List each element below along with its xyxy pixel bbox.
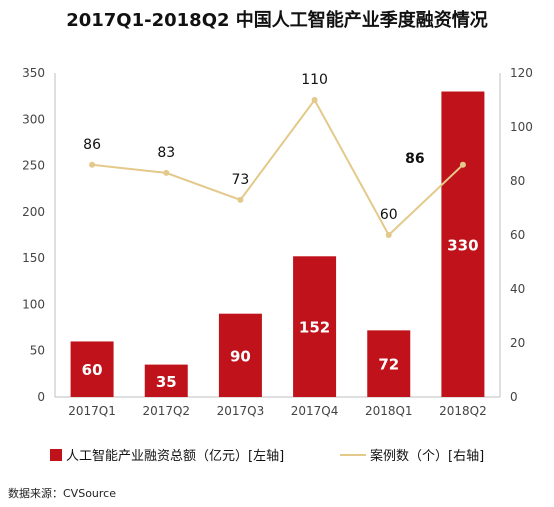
right-tick-label: 0 xyxy=(510,390,518,404)
legend-bar-swatch xyxy=(50,449,62,461)
bar xyxy=(70,341,114,397)
line-value-label: 83 xyxy=(157,145,175,161)
line-point xyxy=(89,161,96,168)
x-category-label: 2017Q2 xyxy=(142,404,190,418)
line-point xyxy=(385,232,392,238)
right-tick-label: 100 xyxy=(510,120,533,134)
line-series: 86 83 73 110 60 86 xyxy=(83,72,466,238)
line-value-label: 86 xyxy=(405,151,424,167)
x-category-label: 2018Q2 xyxy=(439,404,487,418)
left-tick-label: 150 xyxy=(22,251,45,265)
bar-value-label: 35 xyxy=(156,373,177,391)
left-tick-label: 50 xyxy=(30,344,45,358)
bar-value-label: 330 xyxy=(447,236,478,254)
bar xyxy=(441,91,485,397)
bar-value-label: 60 xyxy=(82,361,103,379)
right-tick-label: 60 xyxy=(510,228,525,242)
bar xyxy=(218,313,262,397)
bar-value-label: 152 xyxy=(299,319,330,337)
line-value-label: 73 xyxy=(232,172,250,188)
x-category-label: 2018Q1 xyxy=(365,404,413,418)
x-category-label: 2017Q1 xyxy=(68,404,116,418)
line-point xyxy=(237,196,244,203)
line-value-label: 86 xyxy=(83,137,101,153)
left-tick-label: 0 xyxy=(37,390,45,404)
bar-value-label: 90 xyxy=(230,347,251,365)
line-point xyxy=(459,161,466,168)
x-category-label: 2017Q4 xyxy=(291,404,339,418)
left-tick-label: 250 xyxy=(22,159,45,173)
case-count-line xyxy=(91,98,464,237)
x-axis-categories: 2017Q1 2017Q2 2017Q3 2017Q4 2018Q1 2018Q2 xyxy=(68,404,486,418)
left-tick-label: 300 xyxy=(22,112,45,126)
left-tick-label: 100 xyxy=(22,297,45,311)
right-tick-label: 40 xyxy=(510,282,525,296)
right-tick-label: 80 xyxy=(510,174,525,188)
legend-bar-label: 人工智能产业融资总额（亿元）[左轴] xyxy=(66,449,284,464)
left-tick-label: 350 xyxy=(22,66,45,80)
x-category-label: 2017Q3 xyxy=(217,404,265,418)
bar-value-label: 72 xyxy=(378,356,399,374)
bar-series: 60 35 90 152 72 330 xyxy=(70,91,485,397)
chart-title: 2017Q1-2018Q2 中国人工智能产业季度融资情况 xyxy=(66,10,488,31)
left-tick-label: 200 xyxy=(22,205,45,219)
legend: 人工智能产业融资总额（亿元）[左轴] 案例数（个）[右轴] xyxy=(50,449,484,464)
legend-line-label: 案例数（个）[右轴] xyxy=(370,449,484,464)
line-value-label: 60 xyxy=(380,207,398,223)
left-y-axis: 0 50 100 150 200 250 300 350 xyxy=(22,66,56,404)
right-tick-label: 120 xyxy=(510,66,533,80)
source-note: 数据来源：CVSource xyxy=(8,487,116,500)
line-point xyxy=(311,97,318,103)
bar xyxy=(293,256,337,397)
line-point xyxy=(163,169,170,176)
right-y-axis: 0 20 40 60 80 100 120 xyxy=(499,66,533,404)
bar xyxy=(144,364,188,397)
bar xyxy=(367,330,411,397)
line-value-label: 110 xyxy=(301,72,328,88)
right-tick-label: 20 xyxy=(510,336,525,350)
